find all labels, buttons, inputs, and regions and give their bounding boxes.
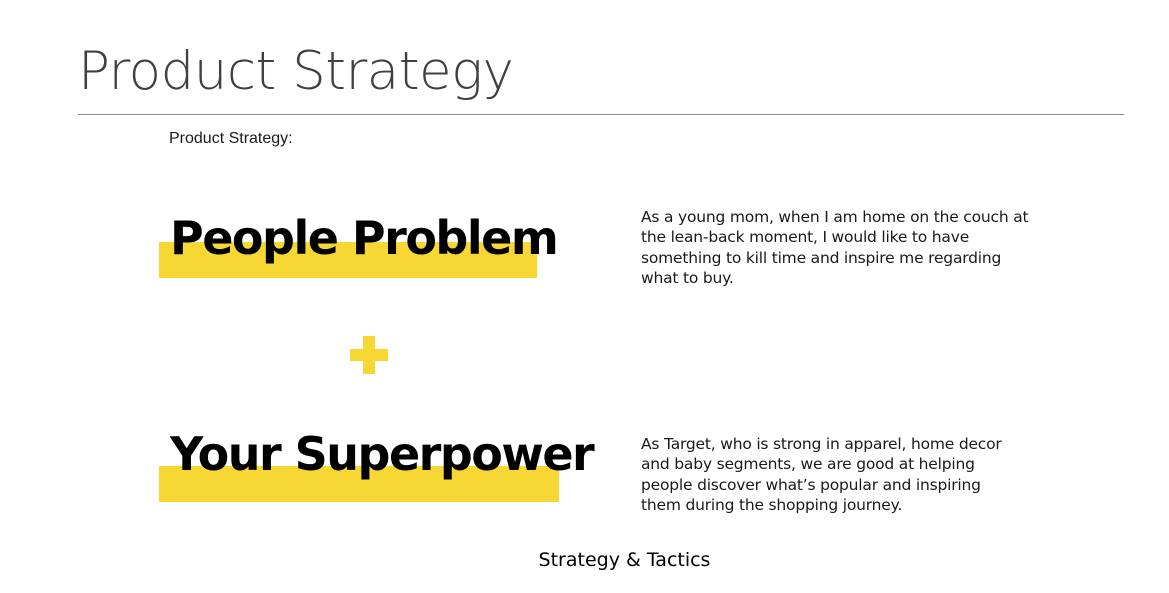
description-line: something to kill time and inspire me re… [641,248,1002,267]
description-line: and baby segments, we are good at helpin… [641,455,975,474]
heading-your-superpower: Your Superpower [170,427,595,481]
heading-highlight-people-problem [159,242,537,278]
description-line: people discover what’s popular and inspi… [641,475,981,494]
description-line: what to buy. [641,269,734,288]
title-divider [78,114,1124,115]
slide-title: Product Strategy [78,41,514,102]
description-people-problem: As a young mom, when I am home on the co… [641,207,1029,289]
description-line: As Target, who is strong in apparel, hom… [641,435,1002,453]
description-line: the lean-back moment, I would like to ha… [641,228,970,247]
description-your-superpower: As Target, who is strong in apparel, hom… [641,434,1011,516]
subheading: Product Strategy: [169,130,293,147]
description-line: them during the shopping journey. [641,496,903,515]
slide-caption: Strategy & Tactics [538,549,711,571]
heading-people-problem: People Problem [170,211,559,265]
plus-icon-horizontal-bar [350,349,388,361]
heading-highlight-your-superpower [159,466,559,502]
plus-icon [350,336,388,374]
description-line: As a young mom, when I am home on the co… [641,208,1029,226]
